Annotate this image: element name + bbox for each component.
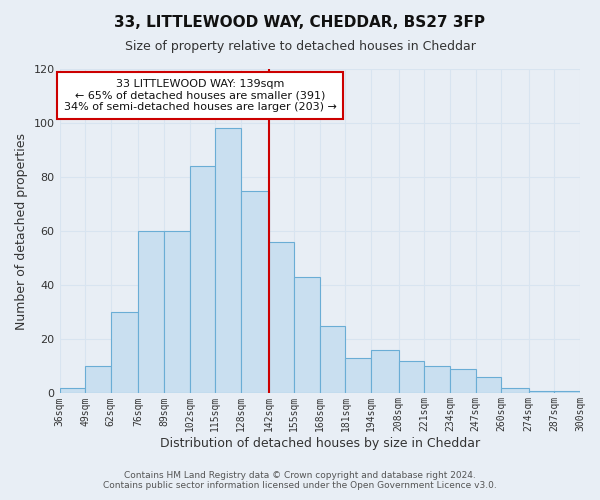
Bar [554,390,580,394]
Bar [269,242,294,394]
X-axis label: Distribution of detached houses by size in Cheddar: Distribution of detached houses by size … [160,437,480,450]
Bar [476,377,501,394]
Bar [501,388,529,394]
Text: 33 LITTLEWOOD WAY: 139sqm
← 65% of detached houses are smaller (391)
34% of semi: 33 LITTLEWOOD WAY: 139sqm ← 65% of detac… [64,78,337,112]
Bar [241,190,269,394]
Text: 33, LITTLEWOOD WAY, CHEDDAR, BS27 3FP: 33, LITTLEWOOD WAY, CHEDDAR, BS27 3FP [115,15,485,30]
Bar [190,166,215,394]
Bar [111,312,139,394]
Bar [450,369,476,394]
Text: Contains HM Land Registry data © Crown copyright and database right 2024.
Contai: Contains HM Land Registry data © Crown c… [103,470,497,490]
Bar [139,231,164,394]
Bar [529,390,554,394]
Bar [215,128,241,394]
Bar [398,361,424,394]
Bar [164,231,190,394]
Bar [320,326,346,394]
Bar [85,366,111,394]
Bar [59,388,85,394]
Bar [294,277,320,394]
Text: Size of property relative to detached houses in Cheddar: Size of property relative to detached ho… [125,40,475,53]
Y-axis label: Number of detached properties: Number of detached properties [15,132,28,330]
Bar [371,350,398,394]
Bar [346,358,371,394]
Bar [424,366,450,394]
